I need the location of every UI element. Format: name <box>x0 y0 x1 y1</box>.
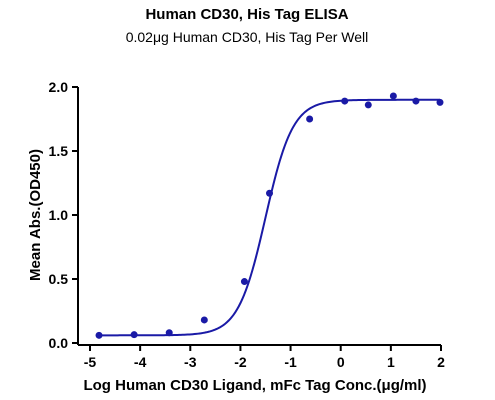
y-tick-label: 0.5 <box>49 271 69 287</box>
data-point <box>200 316 208 324</box>
x-tick-label: 2 <box>437 354 445 370</box>
x-tick-label: -2 <box>234 354 247 370</box>
x-tick-label: -4 <box>134 354 147 370</box>
data-point <box>95 331 103 339</box>
data-point <box>130 331 138 339</box>
data-point <box>436 98 444 106</box>
y-tick-label: 2.0 <box>49 79 69 95</box>
y-tick-label: 1.5 <box>49 143 69 159</box>
data-point <box>389 92 397 100</box>
x-tick-label: -1 <box>284 354 297 370</box>
x-tick-label: -5 <box>84 354 97 370</box>
chart-title: Human CD30, His Tag ELISA <box>145 6 348 23</box>
axes <box>77 87 441 346</box>
fit-curve <box>99 98 440 337</box>
ticks: -5 -4 -3 -2 -1 0 1 2 0.0 0.5 1.0 1.5 2.0 <box>49 79 446 370</box>
y-axis-label: Mean Abs.(OD450) <box>27 149 44 281</box>
x-tick-label: -3 <box>184 354 197 370</box>
data-point <box>165 329 173 337</box>
fit-curve-group <box>99 98 440 337</box>
x-axis-label: Log Human CD30 Ligand, mFc Tag Conc.(μg/… <box>83 377 426 394</box>
data-point <box>306 115 314 123</box>
x-tick-label: 0 <box>337 354 345 370</box>
data-point <box>240 278 248 286</box>
data-point <box>266 189 274 197</box>
y-tick-label: 0.0 <box>49 335 69 351</box>
data-points <box>95 92 444 339</box>
data-point <box>364 101 372 109</box>
x-tick-label: 1 <box>387 354 395 370</box>
y-tick-label: 1.0 <box>49 207 69 223</box>
chart-subtitle: 0.02μg Human CD30, His Tag Per Well <box>126 29 369 45</box>
data-point <box>341 97 349 105</box>
data-point <box>412 97 420 105</box>
